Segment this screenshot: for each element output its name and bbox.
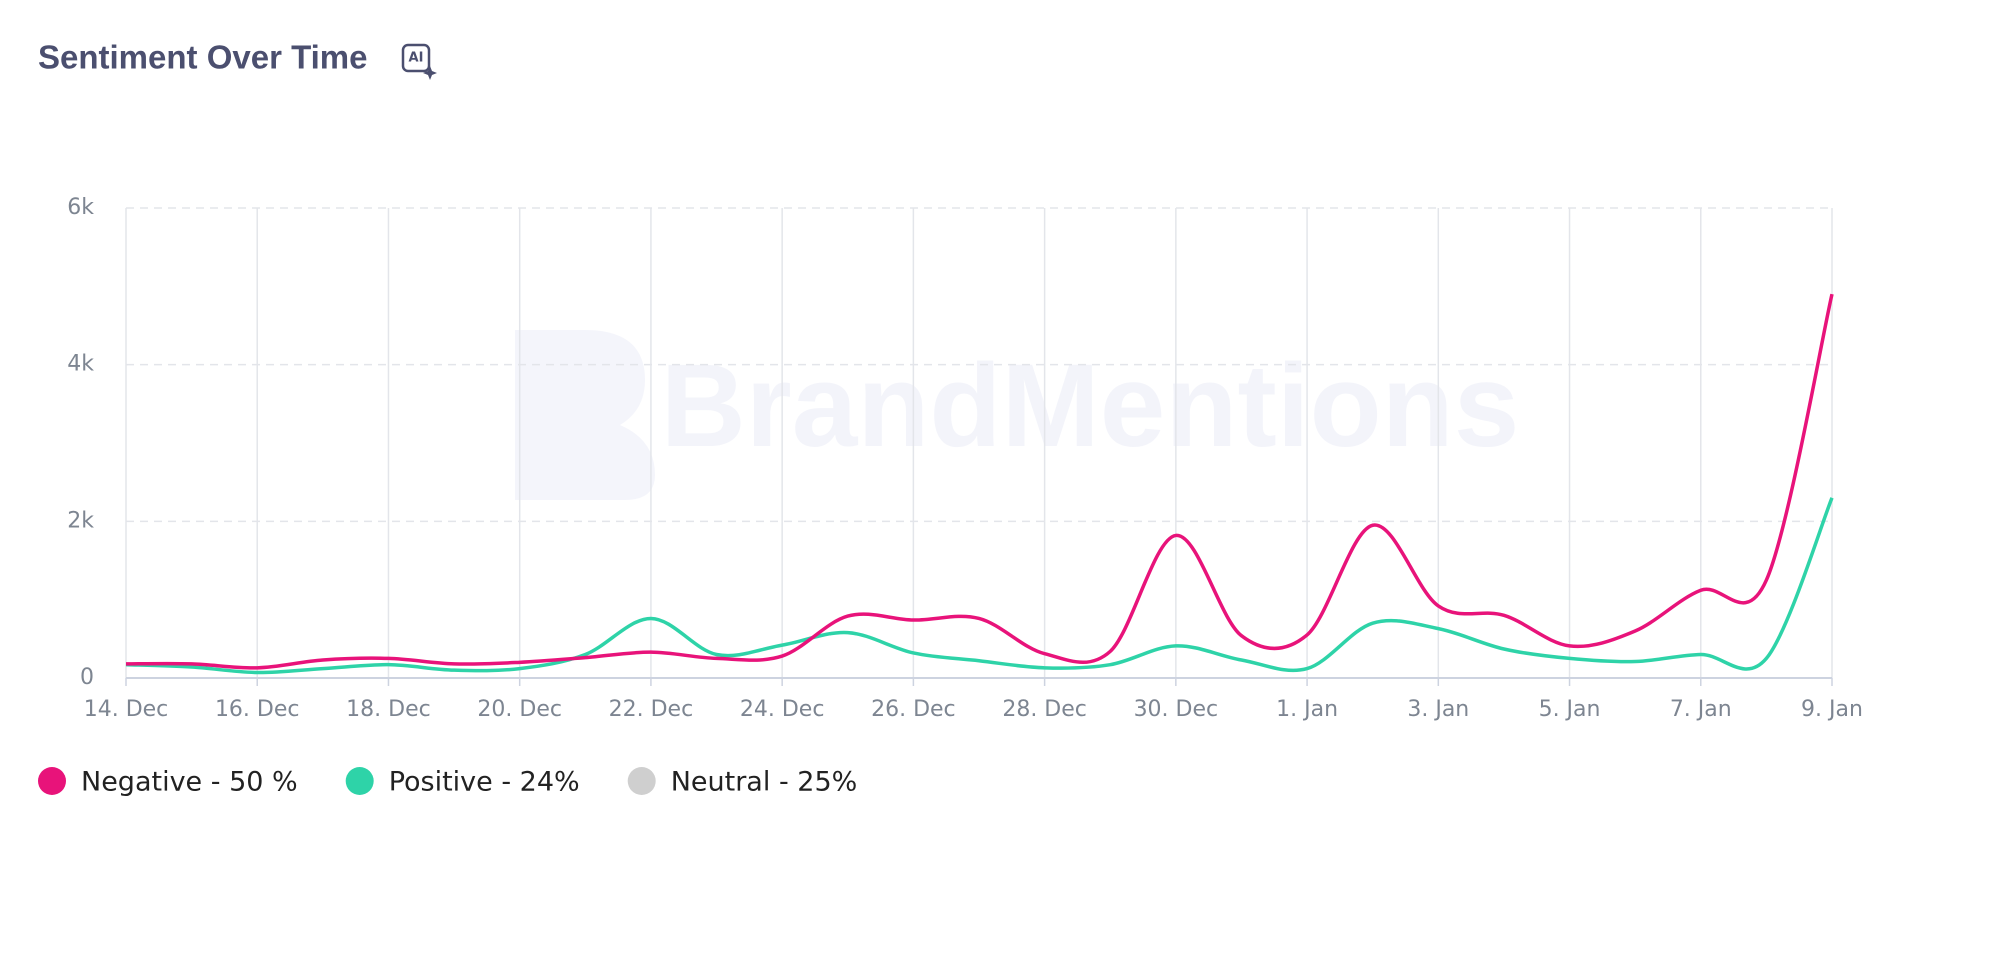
x-tick-label: 26. Dec [871,697,956,722]
x-tick-label: 14. Dec [84,697,169,722]
y-tick-label: 0 [80,665,94,690]
x-tick-label: 1. Jan [1276,697,1338,722]
x-tick-label: 30. Dec [1134,697,1219,722]
y-tick-label: 2k [67,508,94,533]
x-tick-label: 9. Jan [1801,697,1863,722]
watermark: BrandMentions [661,340,1520,472]
x-tick-label: 7. Jan [1670,697,1732,722]
ai-icon-sparkle [423,66,437,80]
y-tick-label: 6k [67,195,94,220]
legend-label: Neutral - 25% [671,767,858,798]
y-tick-label: 4k [67,352,94,377]
x-tick-label: 28. Dec [1002,697,1087,722]
legend-marker [345,767,374,795]
ai-icon-label: AI [409,51,424,66]
legend-label: Positive - 24% [389,767,580,798]
x-tick-label: 5. Jan [1539,697,1601,722]
legend-marker [627,767,656,795]
ai-icon-frame [401,43,431,73]
chart-title: Sentiment Over Time [38,39,368,76]
legend-marker [38,767,66,795]
legend-label: Negative - 50 % [81,767,298,798]
series-line [125,293,1834,670]
x-tick-label: 18. Dec [346,697,431,722]
x-tick-label: 24. Dec [740,697,825,722]
ai-icon: AI [401,43,437,80]
x-tick-label: 16. Dec [215,697,300,722]
x-tick-label: 20. Dec [477,697,562,722]
watermark-logo [515,330,655,500]
x-tick-label: 22. Dec [609,697,694,722]
x-tick-label: 3. Jan [1407,697,1469,722]
series-line [125,497,1834,675]
